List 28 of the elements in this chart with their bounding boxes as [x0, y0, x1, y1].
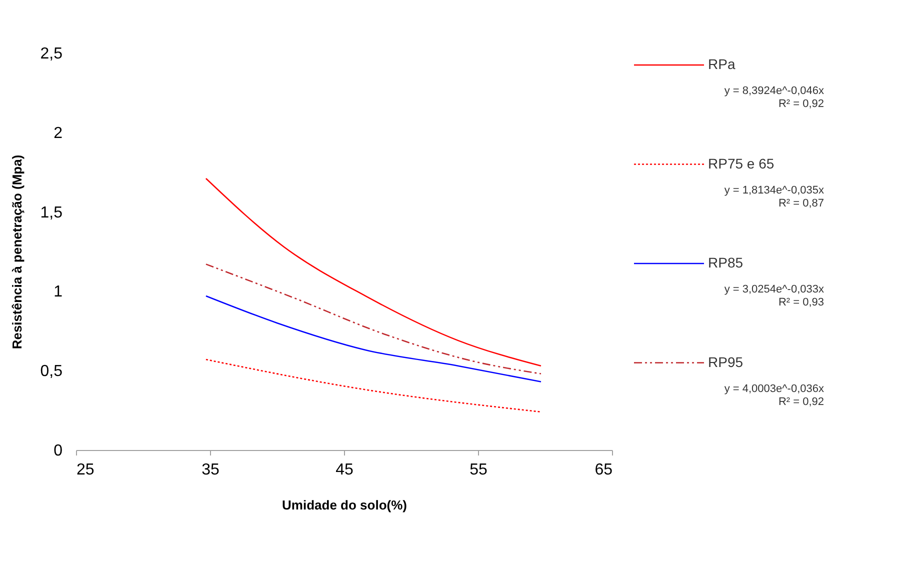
legend-label: RPa: [708, 56, 736, 72]
x-tick-label: 55: [470, 462, 488, 478]
x-axis-title: Umidade do solo(%): [282, 498, 407, 512]
text: y = 3,0254e^-0,033x: [724, 284, 824, 296]
x-tick-label: 45: [336, 462, 354, 478]
text: y = 1,8134e^-0,035x: [724, 184, 824, 196]
text: R² = 0,92: [778, 98, 824, 110]
y-tick-label: 0: [54, 442, 63, 460]
text: y = 4,0003e^-0,036x: [724, 382, 824, 395]
x-tick-label: 65: [594, 462, 613, 478]
line-series: [205, 264, 542, 374]
y-axis-title: Resistência à penetração (Mpa): [9, 154, 24, 350]
legend-label: RP85: [708, 254, 744, 270]
line-series: [205, 178, 542, 366]
x-tick-label: 35: [202, 462, 220, 478]
x-tick-label: 25: [76, 462, 94, 478]
legend-label: RP75 e 65: [708, 155, 774, 172]
text: y = 8,3924e^-0,046x: [724, 85, 824, 97]
line-series: [205, 295, 542, 382]
text: R² = 0,93: [778, 296, 824, 308]
text: R² = 0,92: [778, 396, 824, 408]
y-tick-label: 1: [54, 284, 63, 301]
y-tick-label: 1,5: [40, 204, 63, 222]
y-tick-label: 2,5: [40, 46, 63, 62]
text: R² = 0,87: [778, 197, 824, 210]
y-tick-label: 0,5: [40, 363, 63, 380]
y-tick-label: 2: [54, 124, 63, 142]
legend-label: RP95: [708, 354, 744, 370]
